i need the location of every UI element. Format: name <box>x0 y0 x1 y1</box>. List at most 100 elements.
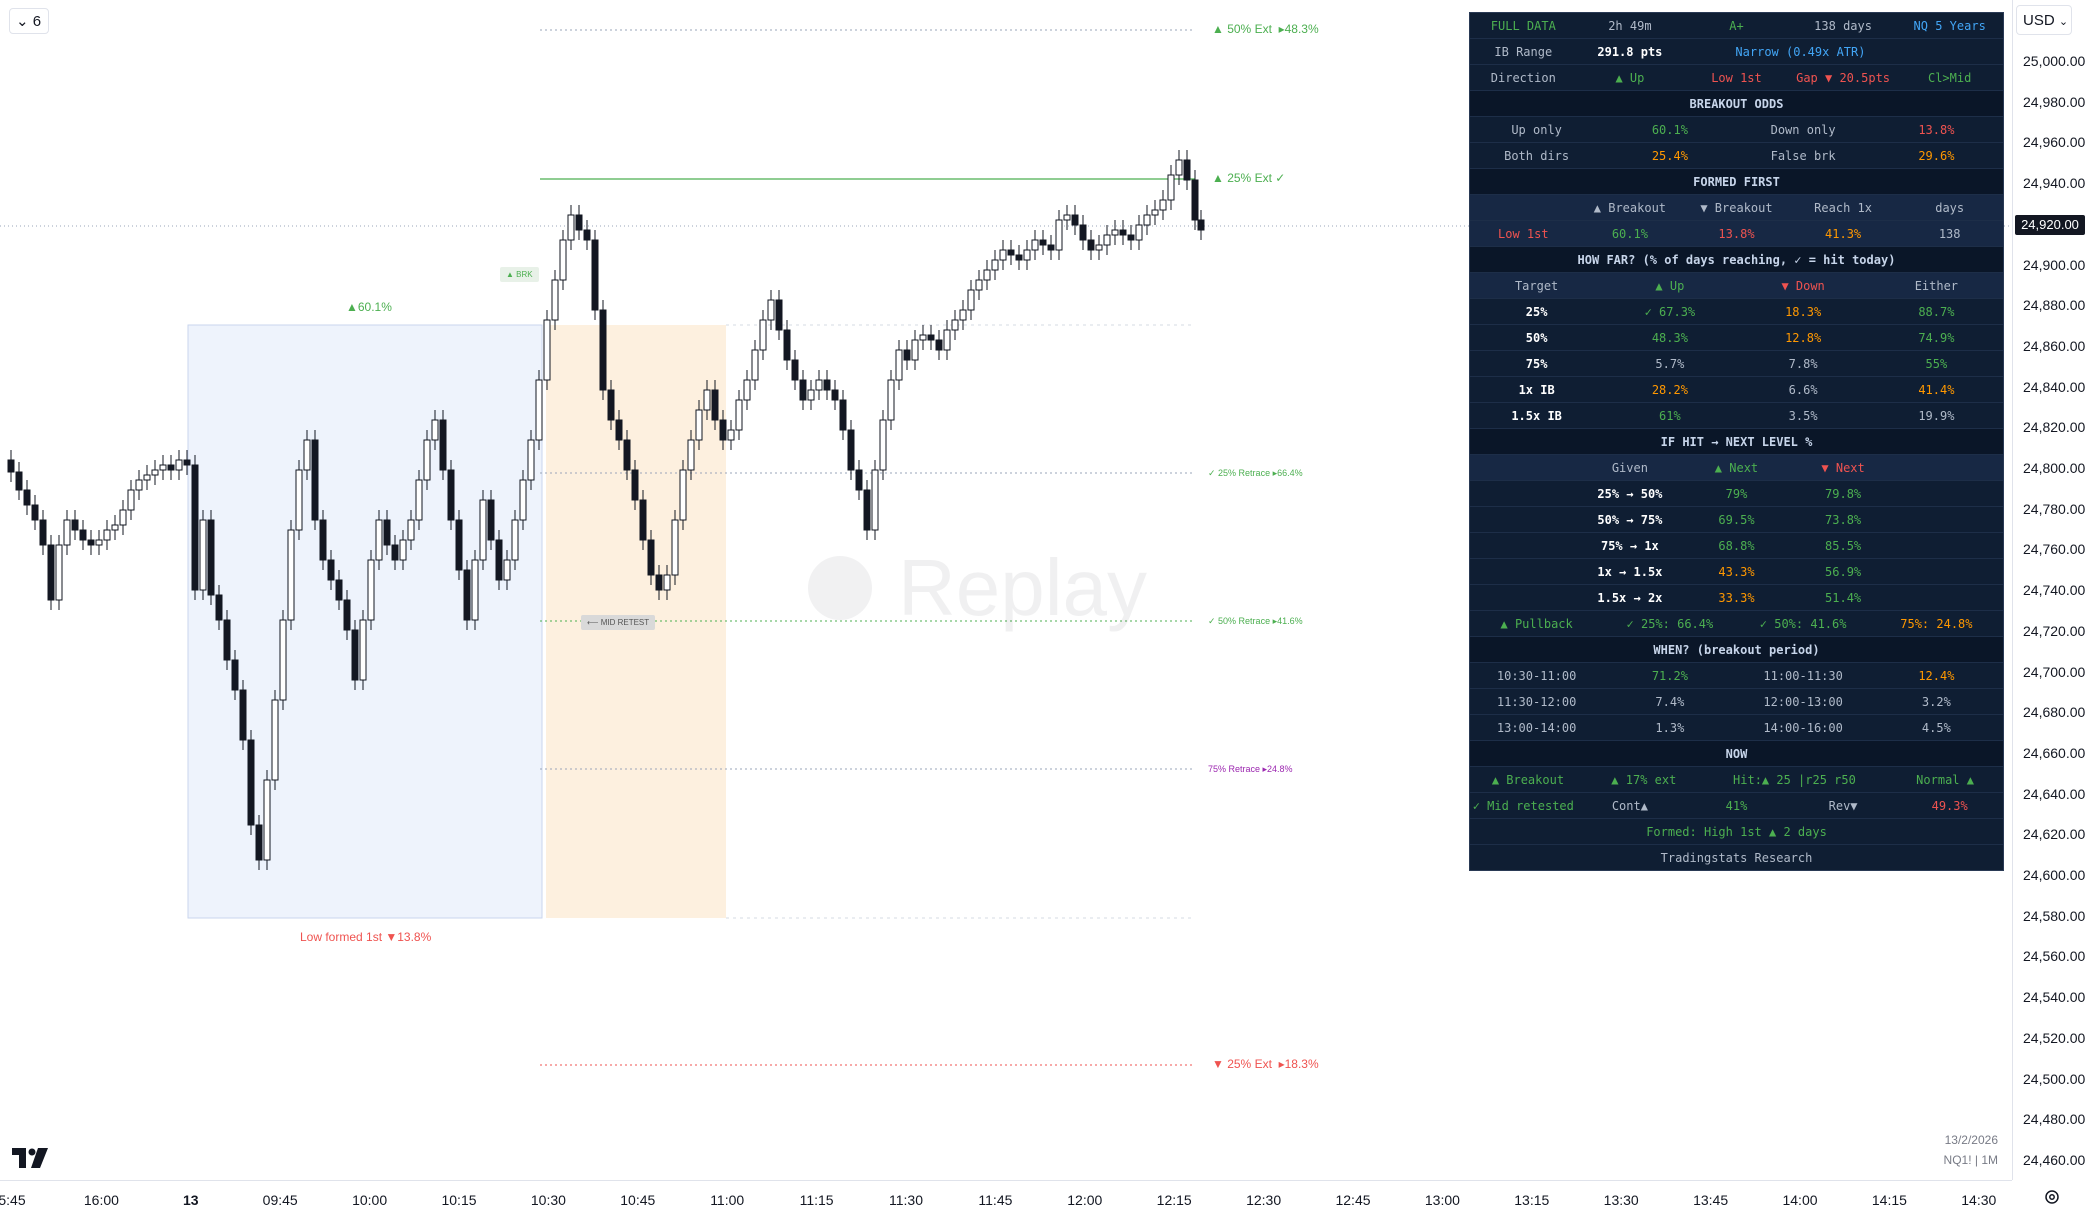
candle-body <box>1063 214 1071 221</box>
candle-body <box>279 619 287 701</box>
candle-body <box>895 349 903 381</box>
candle-body <box>1167 174 1175 201</box>
candle-body <box>607 389 615 421</box>
candle-body <box>1159 199 1167 211</box>
ifhit-row: 25% → 50% 79% 79.8% <box>1470 481 2003 507</box>
candle-body <box>775 299 783 331</box>
time-tick-label: 11:30 <box>889 1192 923 1208</box>
candle-body <box>343 599 351 631</box>
candle-body <box>959 309 967 321</box>
candle-body <box>623 439 631 471</box>
when-title: WHEN? (breakout period) <box>1470 637 2003 663</box>
candle-body <box>719 419 727 441</box>
when-row: 11:30-12:00 7.4% 12:00-13:00 3.2% <box>1470 689 2003 715</box>
candle-body <box>1023 249 1031 261</box>
candle-body <box>111 524 119 531</box>
svg-text:Replay: Replay <box>898 543 1147 632</box>
candle-body <box>743 379 751 401</box>
currency-dropdown[interactable]: USD ⌄ <box>2016 5 2072 35</box>
if-hit-title: IF HIT → NEXT LEVEL % <box>1470 429 2003 455</box>
stats-row-formed: Formed: High 1st ▲ 2 days <box>1470 819 2003 845</box>
candle-body <box>71 519 79 531</box>
candle-body <box>383 519 391 546</box>
candle-body <box>911 339 919 361</box>
candle-body <box>839 399 847 431</box>
candle-body <box>39 519 47 546</box>
time-tick-label: 11:45 <box>978 1192 1013 1208</box>
time-tick-label: 14:00 <box>1782 1192 1818 1208</box>
time-tick-label: 5:45 <box>0 1192 26 1208</box>
candle-body <box>1071 214 1079 226</box>
candle-body <box>751 349 759 381</box>
candle-body <box>255 824 263 861</box>
candle-body <box>151 469 159 476</box>
candle-body <box>863 489 871 531</box>
brk-tag: ▲ BRK <box>500 267 539 282</box>
candle-body <box>271 699 279 781</box>
price-tick-label: 24,500.00 <box>2023 1070 2086 1087</box>
candle-body <box>1103 234 1111 246</box>
candle-body <box>927 334 935 341</box>
price-tick-label: 24,960.00 <box>2023 134 2086 151</box>
time-tick-label: 13:45 <box>1693 1192 1729 1208</box>
candle-body <box>31 504 39 521</box>
price-tick-label: 24,800.00 <box>2023 460 2086 476</box>
stats-row-formed-head: ▲ Breakout ▼ Breakout Reach 1x days <box>1470 195 2003 221</box>
candle-body <box>1127 234 1135 241</box>
candle-body <box>503 559 511 581</box>
candle-body <box>647 539 655 576</box>
candle-body <box>679 469 687 521</box>
candle-body <box>55 544 63 601</box>
candle-body <box>15 471 23 491</box>
candle-body <box>1191 179 1199 221</box>
price-tick-label: 24,840.00 <box>2023 378 2086 395</box>
now-title: NOW <box>1470 741 2003 767</box>
candle-body <box>951 319 959 331</box>
candle-body <box>207 519 215 596</box>
price-tick-label: 25,000.00 <box>2023 53 2086 69</box>
ifhit-row: 1x → 1.5x 43.3% 56.9% <box>1470 559 2003 585</box>
ifhit-row: 75% → 1x 68.8% 85.5% <box>1470 533 2003 559</box>
replay-watermark: Replay <box>808 543 1147 632</box>
candle-body <box>23 489 31 506</box>
candle-body <box>311 439 319 521</box>
candle-body <box>711 389 719 421</box>
gear-icon[interactable] <box>2042 1187 2062 1212</box>
candle-body <box>367 559 375 621</box>
stats-row-pullback: ▲ Pullback ✓ 25%: 66.4% ✓ 50%: 41.6% 75%: 2… <box>1470 611 2003 637</box>
ext25-up-label: ▲ 25% Ext ✓ <box>1212 171 1286 185</box>
candle-body <box>807 389 815 401</box>
candle-body <box>783 329 791 361</box>
candle-body <box>1047 244 1055 251</box>
candle-body <box>1151 209 1159 216</box>
price-chart[interactable]: Replay <box>0 0 2012 1180</box>
low-formed-label: Low formed 1st ▼13.8% <box>300 930 432 944</box>
stats-row-now2: ✓ Mid retested Cont▲ 41% Rev▼ 49.3% <box>1470 793 2003 819</box>
price-axis[interactable]: 25,000.00 24,980.00 24,960.00 24,940.00 24,9… <box>2012 0 2091 1180</box>
candle-body <box>351 629 359 681</box>
stats-row-direction: Direction ▲ Up Low 1st Gap ▼ 20.5pts Cl>Mid <box>1470 65 2003 91</box>
candle-body <box>423 439 431 481</box>
candle-body <box>1039 239 1047 246</box>
candle-body <box>335 579 343 601</box>
chart-area[interactable]: Replay ▲ 50% Ext ▸48.3% ▲ 25% Ext ✓ ✓ 25… <box>0 0 2012 1180</box>
candle-body <box>655 574 663 591</box>
candle-body <box>815 379 823 391</box>
time-axis[interactable]: 5:45 16:00 13 09:45 10:00 10:15 10:30 10:45 11:0… <box>0 1180 2012 1214</box>
candle-body <box>871 469 879 531</box>
candle-body <box>767 299 775 321</box>
candle-body <box>87 539 95 546</box>
candle-body <box>1143 214 1151 226</box>
candle-body <box>215 594 223 621</box>
time-tick-label: 12:45 <box>1335 1192 1371 1208</box>
price-tick-label: 24,940.00 <box>2023 175 2086 192</box>
candle-body <box>79 529 87 541</box>
time-tick-label: 10:00 <box>352 1192 388 1208</box>
candle-body <box>223 619 231 661</box>
tradingview-logo[interactable] <box>12 1148 50 1173</box>
candle-body <box>703 389 711 411</box>
time-tick-label: 11:00 <box>710 1192 745 1208</box>
retrace25-label: ✓ 25% Retrace ▸66.4% <box>1208 468 1303 478</box>
interval-dropdown[interactable]: ⌄ 6 <box>9 8 49 34</box>
candle-body <box>287 529 295 621</box>
